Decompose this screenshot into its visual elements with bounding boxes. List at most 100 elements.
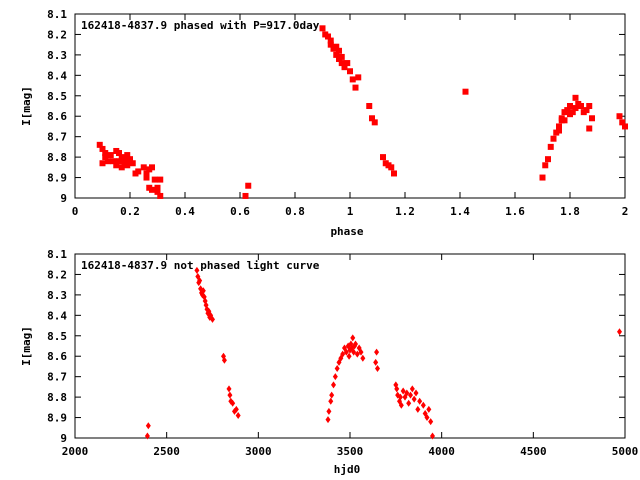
data-point: [397, 393, 403, 401]
x-tick-label: 2000: [62, 445, 89, 458]
data-point: [388, 164, 395, 171]
data-point: [415, 405, 421, 413]
y-tick-label: 8.8: [47, 391, 67, 404]
data-point: [151, 176, 158, 183]
data-point: [143, 174, 150, 181]
data-point: [319, 25, 326, 32]
data-point: [135, 168, 142, 175]
y-tick-label: 8.7: [47, 131, 67, 144]
data-point: [140, 164, 147, 171]
data-point: [245, 182, 252, 189]
data-point: [116, 150, 122, 157]
data-point: [583, 107, 590, 114]
data-point: [143, 170, 150, 177]
data-point: [110, 158, 117, 165]
data-point: [210, 315, 215, 323]
data-point: [542, 162, 549, 169]
x-tick-label: 4000: [428, 445, 455, 458]
data-point: [333, 51, 340, 58]
x-tick-label: 2500: [153, 445, 180, 458]
data-point: [105, 158, 111, 165]
data-point: [556, 123, 562, 130]
phased-y-ticks: 8.1 8.2 8.3 8.4 8.5 8.6 8.7 8.8 8.9 9: [47, 8, 625, 205]
data-point: [230, 399, 236, 407]
y-tick-label: 8.3: [47, 49, 67, 62]
data-point: [358, 348, 364, 356]
data-point: [347, 68, 353, 75]
phased-chart: 0 0.2 0.4 0.6 0.8 1 1.2 1.4 1.6 1.8 2 8.1 8.2 8.3 8.4…: [20, 8, 628, 238]
data-point: [413, 389, 419, 397]
data-point: [102, 154, 109, 161]
data-point: [107, 152, 114, 159]
data-point: [118, 164, 125, 171]
x-tick-label: 0.8: [285, 205, 305, 218]
data-point: [149, 164, 155, 171]
data-point: [99, 145, 106, 152]
data-point: [226, 385, 232, 393]
x-tick-label: 0.4: [175, 205, 195, 218]
data-point: [572, 105, 579, 112]
data-point: [616, 113, 623, 120]
data-point: [409, 385, 415, 393]
data-point: [398, 401, 404, 409]
data-point: [417, 397, 423, 405]
x-tick-label: 1.2: [395, 205, 415, 218]
unphased-chart-title: 162418-4837.9 not phased light curve: [81, 259, 320, 272]
y-tick-label: 8.4: [47, 309, 67, 322]
x-tick-label: 1.6: [505, 205, 525, 218]
data-point: [424, 414, 430, 422]
x-tick-label: 3500: [337, 445, 364, 458]
phased-y-axis-label: I[mag]: [20, 86, 33, 126]
data-point: [221, 356, 227, 364]
data-point: [394, 385, 400, 393]
data-point: [157, 176, 164, 183]
phased-x-axis-label: phase: [330, 225, 363, 238]
data-point: [586, 125, 593, 132]
phased-x-ticks: 0 0.2 0.4 0.6 0.8 1 1.2 1.4 1.6 1.8 2: [72, 14, 628, 218]
data-point: [353, 340, 358, 348]
data-point: [619, 119, 626, 126]
data-point: [129, 160, 136, 167]
data-point: [400, 387, 406, 395]
data-point: [547, 143, 554, 150]
data-point: [366, 103, 373, 109]
y-tick-label: 8.6: [47, 110, 67, 123]
data-point: [420, 401, 426, 409]
data-point: [567, 103, 573, 109]
x-tick-label: 1.4: [450, 205, 470, 218]
y-tick-label: 8.6: [47, 350, 67, 363]
y-tick-label: 9: [60, 192, 67, 205]
data-point: [350, 334, 356, 342]
data-point: [227, 391, 233, 399]
data-point: [430, 432, 435, 440]
data-point: [332, 373, 338, 381]
phased-chart-title: 162418-4837.9 phased with P=917.0day: [81, 19, 320, 32]
data-point: [572, 94, 579, 101]
data-point: [116, 158, 122, 165]
unphased-y-ticks: 8.1 8.2 8.3 8.4 8.5 8.6 8.7 8.8 8.9 9: [47, 248, 625, 445]
data-point: [154, 188, 161, 195]
data-point: [154, 184, 161, 191]
data-point: [329, 391, 335, 399]
y-tick-label: 8.9: [47, 412, 67, 425]
data-point: [569, 109, 576, 116]
data-point: [374, 348, 380, 356]
data-point: [462, 88, 469, 95]
x-tick-label: 0.2: [120, 205, 140, 218]
data-point: [352, 84, 359, 91]
data-point: [113, 162, 120, 169]
data-point: [328, 397, 334, 405]
data-point: [144, 432, 150, 440]
data-point: [149, 186, 155, 193]
x-tick-label: 3000: [245, 445, 272, 458]
unphased-x-axis-label: hjd0: [334, 463, 361, 476]
data-point: [426, 405, 432, 413]
data-point: [346, 352, 352, 360]
data-point: [340, 350, 346, 358]
data-point: [338, 53, 345, 60]
data-point: [334, 364, 340, 372]
y-tick-label: 8.2: [47, 268, 67, 281]
data-point: [355, 74, 362, 81]
data-point: [617, 328, 622, 336]
